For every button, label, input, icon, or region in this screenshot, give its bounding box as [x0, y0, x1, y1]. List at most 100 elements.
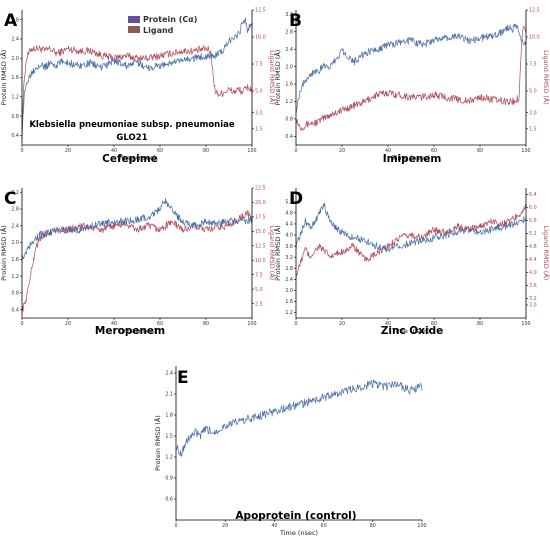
x-tick-label: 80 [203, 321, 209, 327]
y-tick-label: 3.2 [11, 190, 19, 196]
y-tick-label: 1.2 [285, 99, 293, 105]
x-tick-label: 0 [20, 148, 23, 154]
y-tick-label: 3.2 [285, 255, 293, 261]
x-tick-label: 60 [431, 148, 437, 154]
chart-title: Zinc Oxide [381, 325, 444, 337]
y-tick-label: 0.8 [285, 117, 293, 123]
panel-letter: D [289, 189, 303, 209]
x-tick-label: 20 [222, 523, 228, 529]
y-tick-label: 1.6 [285, 299, 293, 305]
protein-series-line [175, 379, 423, 457]
y-axis-title-right: Ligand RMSD (Å) [268, 50, 277, 105]
x-tick-label: 100 [521, 148, 530, 154]
x-tick-label: 40 [271, 523, 277, 529]
y-tick-label: 0.9 [165, 476, 173, 482]
y-tick-label: 2.4 [11, 37, 19, 43]
x-tick-label: 40 [385, 148, 391, 154]
y-tick-label: 1.8 [165, 413, 173, 419]
y-tick-label-right: 3.0 [529, 303, 537, 309]
y-tick-label: 1.6 [11, 257, 19, 263]
y-tick-label-right: 1.5 [529, 127, 537, 133]
y-tick-label: 2.0 [11, 56, 19, 62]
x-tick-label: 60 [157, 148, 163, 154]
y-tick-label-right: 10.0 [255, 35, 266, 41]
y-tick-label: 0.6 [165, 497, 173, 503]
y-tick-label: 0.8 [11, 291, 19, 297]
y-tick-label-right: 20.0 [255, 200, 266, 206]
x-tick-label: 60 [321, 523, 327, 529]
y-tick-label: 1.6 [285, 82, 293, 88]
y-axis-title: Protein RMSD (Å) [273, 225, 282, 281]
x-axis-title: Time (nsec) [117, 154, 156, 162]
chart-panel-e: 0 20 40 60 80 100 0.6 0.9 1.2 1.5 1.8 2.1 2.4 Time (n… [153, 366, 427, 537]
y-tick-label-right: 7.5 [255, 272, 263, 278]
x-tick-label: 80 [477, 148, 483, 154]
x-axis-title: Time (nsec) [279, 529, 318, 537]
x-tick-label: 100 [521, 321, 530, 327]
x-tick-label: 0 [20, 321, 23, 327]
y-tick-label: 1.2 [11, 274, 19, 280]
y-tick-label: 1.2 [285, 310, 293, 316]
ligand-series-line [295, 26, 527, 131]
y-tick-label-right: 5.0 [255, 287, 263, 293]
y-tick-label-right: 17.5 [255, 215, 266, 221]
legend-protein-swatch [128, 16, 140, 23]
y-tick-label-right: 5.6 [529, 218, 537, 224]
y-tick-label-right: 4.8 [529, 244, 537, 250]
x-axis-title: Time (nsec) [391, 154, 430, 162]
y-tick-label: 2.4 [165, 371, 173, 377]
y-tick-label-right: 5.0 [255, 89, 263, 95]
y-tick-label: 1.5 [165, 434, 173, 440]
y-tick-label: 0.4 [285, 134, 293, 140]
organism-label-line1: Klebsiella pneumoniae subsp. pneumoniae [29, 120, 235, 130]
y-tick-label: 1.2 [165, 455, 173, 461]
y-tick-label: 2.8 [11, 207, 19, 213]
y-tick-label-right: 6.4 [529, 192, 537, 198]
x-tick-label: 40 [385, 321, 391, 327]
y-tick-label: 0.4 [11, 133, 19, 139]
legend-protein-label: Protein (Cα) [143, 15, 197, 24]
y-tick-label-right: 3.6 [529, 283, 537, 289]
x-tick-label: 40 [111, 148, 117, 154]
chart-title: Apoprotein (control) [235, 510, 356, 522]
y-tick-label: 1.2 [11, 94, 19, 100]
y-axis-title: Protein RMSD (Å) [0, 225, 8, 281]
x-tick-label: 20 [339, 148, 345, 154]
chart-panel-c: 0 20 40 60 80 100 0.4 0.8 1.2 1.6 2.0 2.4 2.8 3.2 2.5 5… [0, 186, 277, 337]
y-tick-label: 4.4 [285, 222, 293, 228]
legend-ligand-swatch [128, 26, 140, 33]
y-tick-label-right: 10.0 [255, 258, 266, 264]
ligand-series-line [21, 210, 253, 314]
x-axis-title: Time (nsec) [391, 327, 430, 335]
y-tick-label-right: 5.2 [529, 231, 537, 237]
protein-series-line [295, 23, 527, 114]
y-tick-label-right: 12.5 [529, 8, 540, 14]
y-tick-label-right: 4.0 [529, 270, 537, 276]
y-tick-label: 2.8 [285, 29, 293, 35]
x-tick-label: 0 [174, 523, 177, 529]
x-tick-label: 80 [477, 321, 483, 327]
chart-panel-a: 0 20 40 60 80 100 0.4 0.8 1.2 1.6 2.0 2.4 2.8 1.5 3.0 5… [0, 8, 277, 165]
ligand-series-line [295, 204, 527, 281]
y-tick-label: 2.0 [285, 288, 293, 294]
y-tick-label-right: 15.0 [255, 229, 266, 235]
y-tick-label: 2.8 [285, 266, 293, 272]
y-axis-title: Protein RMSD (Å) [153, 415, 162, 471]
panel-letter: C [4, 189, 16, 209]
protein-series-line [295, 202, 527, 253]
x-tick-label: 20 [65, 148, 71, 154]
y-tick-label: 3.2 [285, 12, 293, 18]
chart-title: Cefepime [102, 153, 158, 165]
panel-letter: E [177, 368, 189, 388]
chart-panel-d: 0 20 40 60 80 100 1.2 1.6 2.0 2.4 2.8 3.2 3.6 4.0 4.4 4… [273, 188, 550, 337]
protein-series-line [21, 17, 253, 140]
y-tick-label: 2.0 [285, 64, 293, 70]
y-tick-label: 2.0 [11, 240, 19, 246]
x-tick-label: 0 [294, 148, 297, 154]
y-tick-label: 1.6 [11, 75, 19, 81]
y-tick-label: 2.4 [285, 277, 293, 283]
y-tick-label-right: 2.5 [255, 301, 263, 307]
x-tick-label: 20 [65, 321, 71, 327]
x-axis-title: Time (nsec) [117, 327, 156, 335]
